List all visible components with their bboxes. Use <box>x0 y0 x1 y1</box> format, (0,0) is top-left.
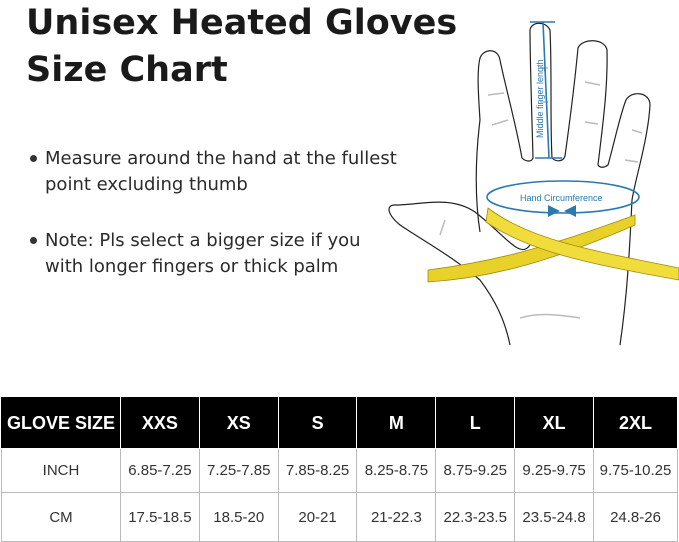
table-cell: 20-21 <box>277 492 358 542</box>
table-row: CM 17.5-18.5 18.5-20 20-21 21-22.3 22.3-… <box>1 492 678 542</box>
table-cell: 7.25-7.85 <box>198 448 279 493</box>
table-cell: 9.25-9.75 <box>514 448 594 493</box>
table-cell: 8.25-8.75 <box>356 448 437 493</box>
size-chart-table: GLOVE SIZE XXS XS S M L XL 2XL INCH 6.85… <box>1 397 678 542</box>
instruction-item: Measure around the hand at the fullest p… <box>28 146 398 198</box>
instruction-item: Note: Pls select a bigger size if you wi… <box>28 228 398 280</box>
arrow-right-icon <box>548 205 560 217</box>
table-cell: 24.8-26 <box>593 492 678 542</box>
table-cell: 7.85-8.25 <box>277 448 358 493</box>
table-cell: 18.5-20 <box>198 492 279 542</box>
finger-length-label: Middle finger length <box>535 59 545 138</box>
table-cell: 21-22.3 <box>356 492 437 542</box>
row-label: CM <box>1 492 121 542</box>
table-cell: 22.3-23.5 <box>435 492 516 542</box>
measuring-tape <box>427 207 679 283</box>
header-cell: GLOVE SIZE <box>1 397 121 449</box>
page-title: Unisex Heated Gloves Size Chart <box>26 0 457 94</box>
table-cell: 9.75-10.25 <box>593 448 678 493</box>
title-line-1: Unisex Heated Gloves <box>26 3 458 43</box>
header-cell: L <box>435 397 516 449</box>
table-cell: 23.5-24.8 <box>514 492 594 542</box>
header-cell: S <box>277 397 358 449</box>
header-cell: XS <box>198 397 279 449</box>
circumference-label: Hand Circumference <box>520 193 603 203</box>
table-cell: 17.5-18.5 <box>120 492 200 542</box>
header-cell: XL <box>514 397 594 449</box>
arrow-left-icon <box>564 205 576 217</box>
row-label: INCH <box>1 448 121 493</box>
header-cell: XXS <box>120 397 200 449</box>
table-header-row: GLOVE SIZE XXS XS S M L XL 2XL <box>1 397 678 449</box>
table-row: INCH 6.85-7.25 7.25-7.85 7.85-8.25 8.25-… <box>1 448 678 493</box>
hand-measurement-illustration: Middle finger length Hand Circumference <box>388 21 679 346</box>
header-cell: M <box>356 397 437 449</box>
table-cell: 8.75-9.25 <box>435 448 516 493</box>
circumference-ellipse <box>486 180 640 214</box>
hand-crease-lines <box>439 67 643 319</box>
title-line-2: Size Chart <box>26 50 228 90</box>
finger-length-marker <box>530 21 562 159</box>
table-cell: 6.85-7.25 <box>120 448 200 493</box>
instruction-list: Measure around the hand at the fullest p… <box>28 146 398 310</box>
header-cell: 2XL <box>593 397 678 449</box>
